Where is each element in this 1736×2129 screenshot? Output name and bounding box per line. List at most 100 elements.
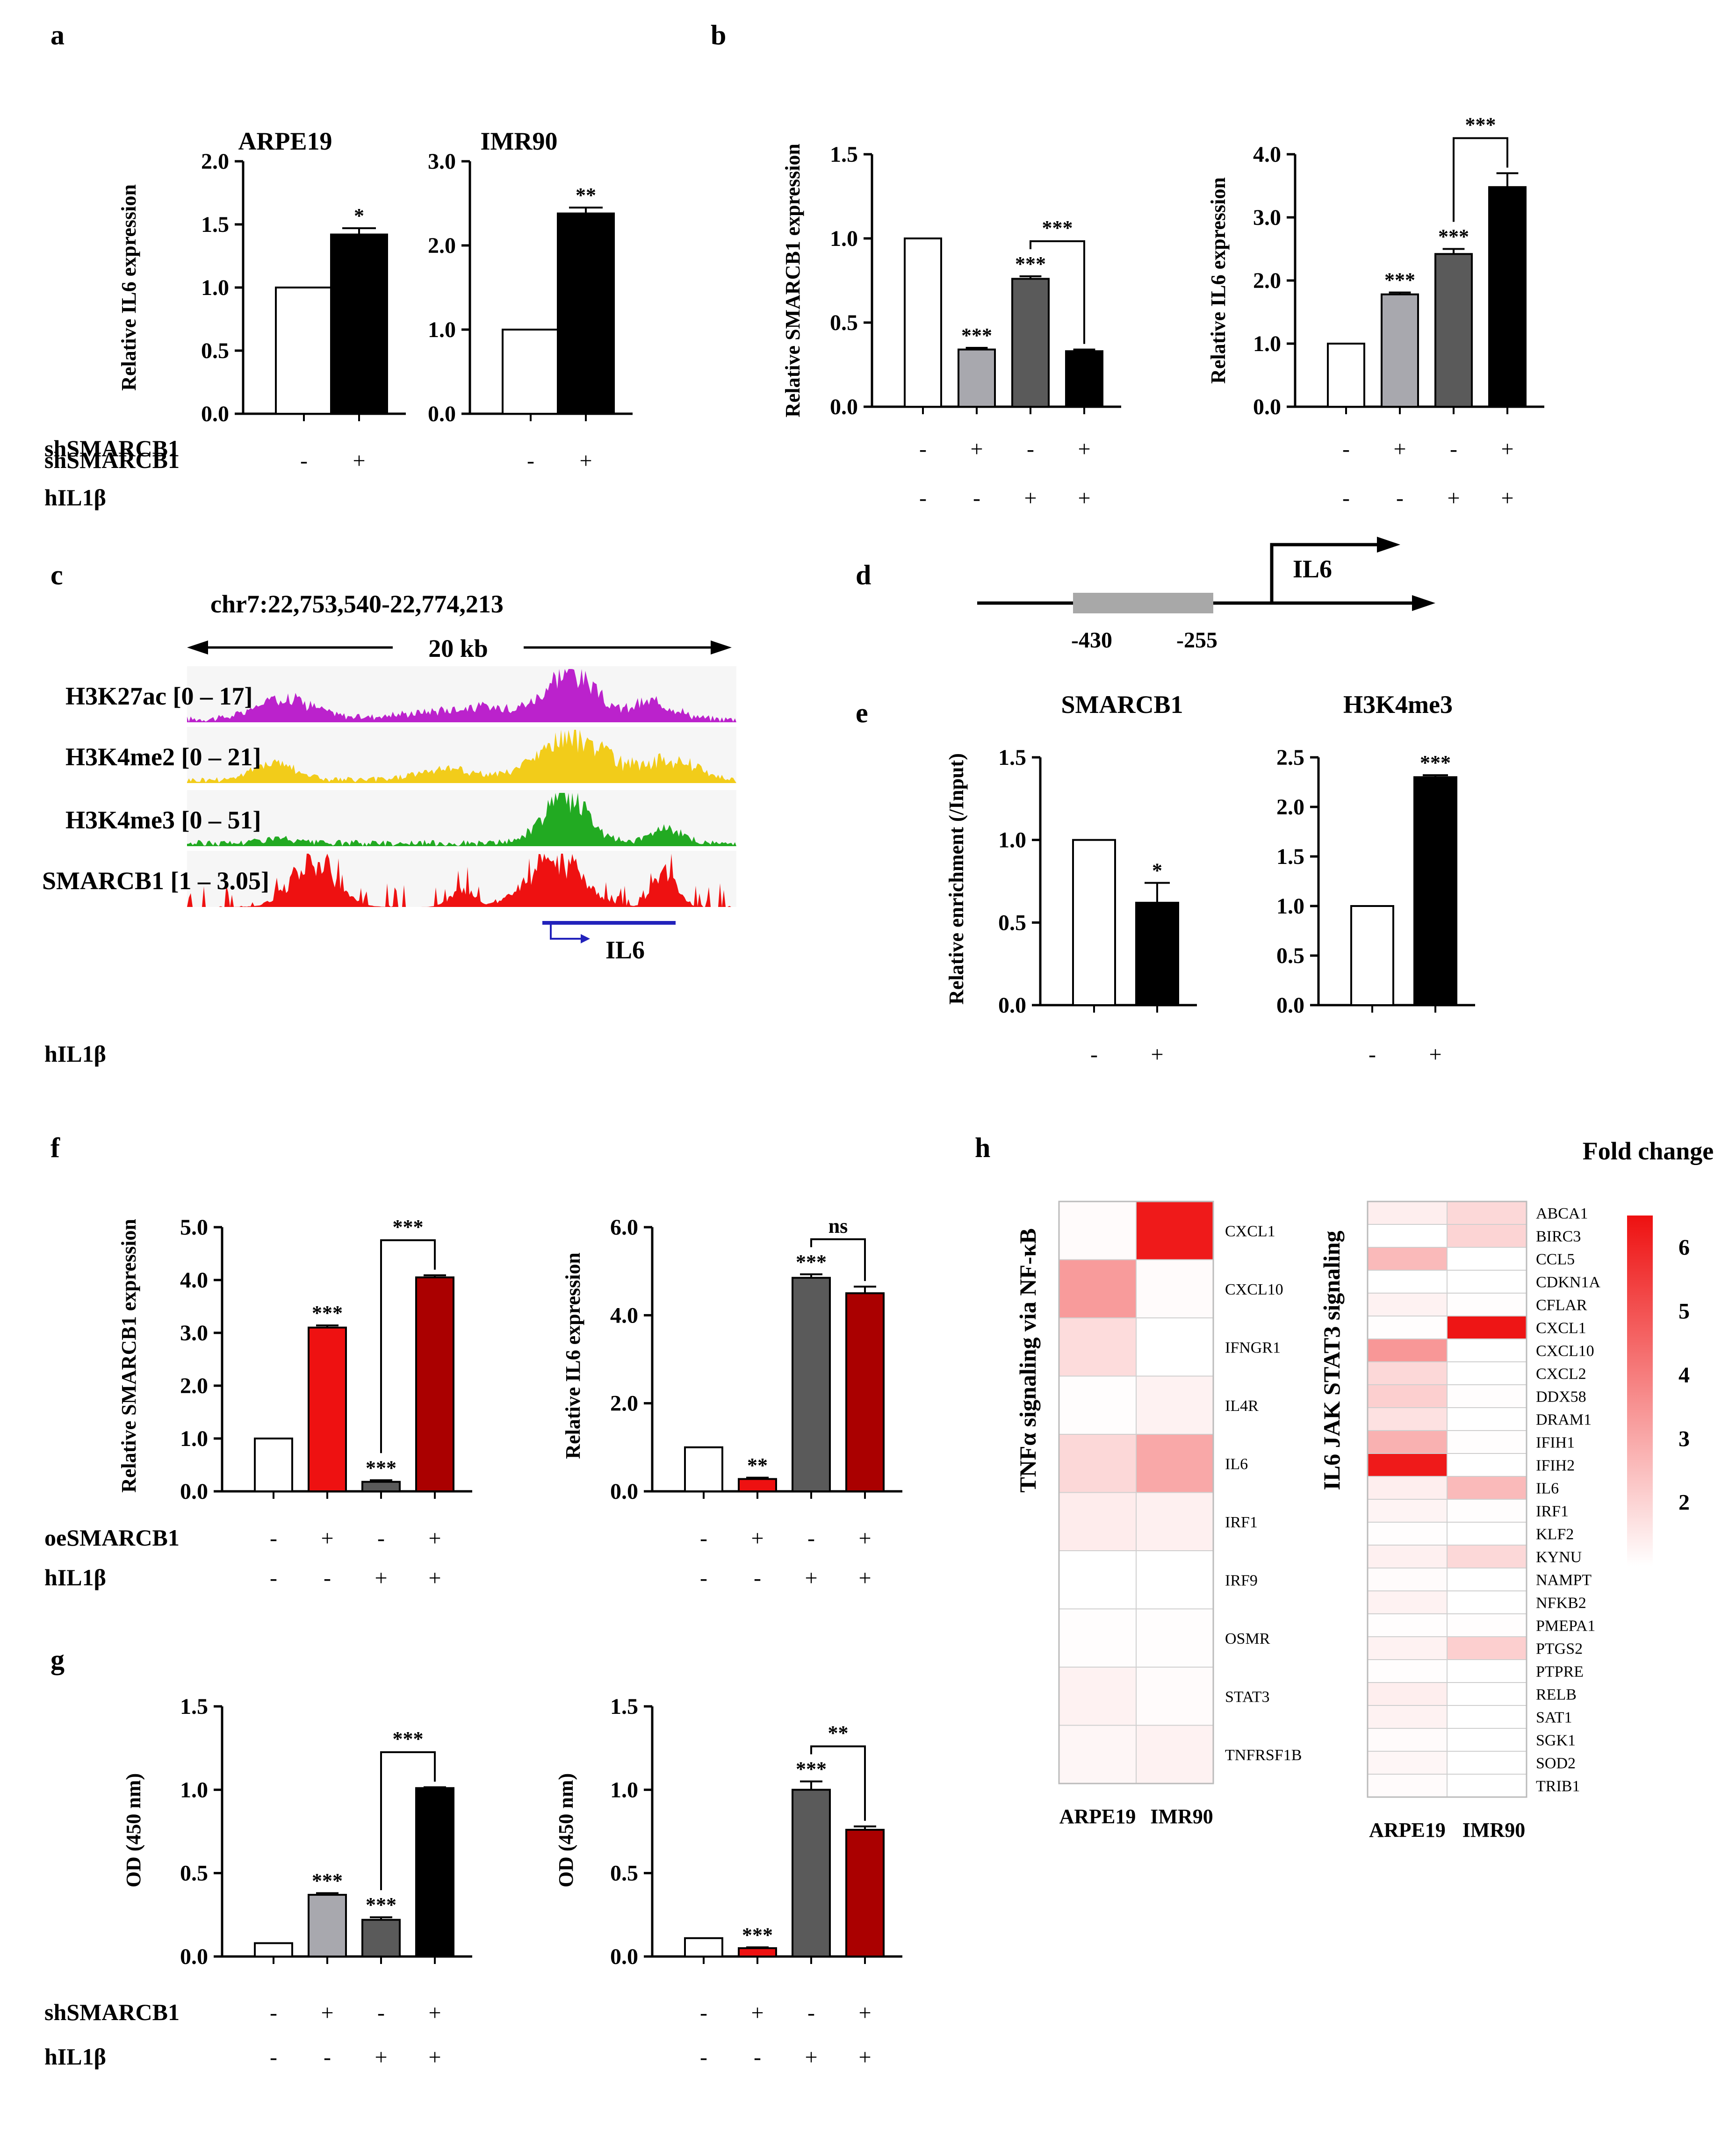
signal-profile [187, 669, 736, 722]
panel-letter-c: c [50, 560, 63, 590]
heatmap-cell [1136, 1667, 1214, 1726]
heatmap-cell [1136, 1259, 1214, 1318]
heatmap-cell [1367, 1338, 1448, 1362]
condition-mark: - [700, 1526, 707, 1551]
bar [684, 1937, 723, 1957]
bar [361, 1919, 401, 1957]
y-tick-label: 2.0 [1253, 268, 1281, 293]
bar [904, 237, 942, 408]
y-tick-label: 0.0 [610, 1479, 638, 1504]
comparison-bracket [810, 1745, 866, 1821]
heatmap-cell [1367, 1751, 1448, 1775]
y-tick-label: 2.0 [201, 149, 229, 174]
condition-mark: - [700, 2000, 707, 2025]
bar [1350, 905, 1394, 1006]
significance-label: * [1152, 859, 1162, 882]
column-label: IMR90 [1462, 1819, 1525, 1841]
condition-mark: - [270, 1526, 277, 1551]
row-label: CCL5 [1536, 1251, 1575, 1268]
y-tick-label: 4.0 [180, 1268, 208, 1293]
bar [254, 1942, 293, 1958]
heatmap-border [1367, 1201, 1527, 1798]
condition-mark: + [375, 1566, 387, 1590]
y-tick-label: 2.0 [428, 233, 456, 258]
heatmap-cell [1367, 1568, 1448, 1591]
bracket-label: *** [1465, 114, 1496, 137]
bracket-label: *** [393, 1216, 424, 1238]
heatmap-h1: CXCL1 CXCL10 IFNGR1 IL4R IL6 IRF1 IRF9 OSMR STAT… [1015, 1201, 1302, 1828]
heatmap-cell [1447, 1751, 1527, 1775]
bracket-label: ** [828, 1722, 849, 1745]
heatmap-cell [1059, 1492, 1137, 1551]
genome-browser-panel: chr7:22,753,540-22,774,213 20 kb H3K27ac… [42, 590, 736, 964]
condition-mark: + [858, 2000, 871, 2025]
bar [415, 1276, 454, 1493]
condition-mark: - [270, 2045, 277, 2070]
row-label: IFIH2 [1536, 1457, 1575, 1474]
chart-e2: 0.0 0.5 1.0 1.5 2.0 2.5 H3K4me3 *** - + [1276, 690, 1475, 1067]
significance-label: ** [747, 1454, 768, 1477]
bar [502, 329, 560, 415]
row-label: SOD2 [1536, 1755, 1576, 1772]
heatmap-cell [1367, 1361, 1448, 1385]
heatmap-cell [1447, 1293, 1527, 1316]
comparison-bracket [1030, 240, 1085, 344]
chart-g1: 0.0 0.5 1.0 1.5 OD (450 nm) *** *** *** shSMARCB… [44, 1694, 472, 2070]
y-tick-label: 1.0 [610, 1777, 638, 1802]
condition-mark: - [270, 1566, 277, 1590]
condition-mark: + [805, 2045, 817, 2070]
row-label: ABCA1 [1536, 1205, 1588, 1223]
transcription-arrow-icon [1377, 537, 1400, 553]
y-tick-label: 1.5 [1276, 844, 1304, 869]
comparison-bracket [380, 1751, 436, 1891]
condition-mark: + [1078, 437, 1090, 461]
heatmap-title: IL6 JAK STAT3 signaling [1318, 1230, 1345, 1490]
bar [361, 1481, 401, 1492]
condition-mark: + [428, 1526, 441, 1551]
bar [330, 233, 388, 415]
heatmap-cell [1447, 1636, 1527, 1660]
y-tick-label: 2.5 [1276, 745, 1304, 770]
y-tick-label: 1.0 [830, 226, 858, 251]
panel-letter-e: e [856, 698, 868, 728]
y-tick-label: 1.5 [201, 212, 229, 237]
significance-label: *** [1438, 225, 1469, 248]
bar [738, 1478, 777, 1492]
heatmap-cell [1136, 1375, 1214, 1435]
heatmap-cell [1447, 1361, 1527, 1385]
heatmap-cell [1367, 1774, 1448, 1798]
condition-label: hIL1β [44, 1041, 106, 1067]
heatmap-cell [1367, 1682, 1448, 1706]
heatmap-cell [1136, 1608, 1214, 1668]
heatmap-cell [1136, 1317, 1214, 1377]
legend-title: Fold change [1583, 1137, 1714, 1165]
heatmap-cell [1367, 1522, 1448, 1546]
condition-mark: - [1369, 1042, 1376, 1067]
y-axis-label: OD (450 nm) [122, 1773, 145, 1887]
chart-title: ARPE19 [238, 127, 332, 155]
bar [684, 1446, 723, 1492]
panel-letter-a: a [50, 20, 65, 50]
y-tick-label: 0.0 [998, 993, 1026, 1018]
panel-letter-b: b [711, 20, 726, 50]
heatmap-cell [1447, 1453, 1527, 1477]
heatmap-cell [1367, 1545, 1448, 1568]
heatmap-cell [1059, 1259, 1137, 1318]
row-label: PTPRE [1536, 1663, 1584, 1681]
bar [1381, 293, 1419, 408]
row-label: SGK1 [1536, 1732, 1576, 1749]
promoter-region [1073, 593, 1213, 613]
row-label: IFNGR1 [1225, 1339, 1281, 1356]
row-label: NAMPT [1536, 1572, 1592, 1589]
promoter-gene-label: IL6 [1293, 555, 1332, 583]
heatmap-cell [1447, 1590, 1527, 1614]
panel-letter-f: f [50, 1132, 60, 1163]
condition-mark: + [751, 1526, 764, 1551]
condition-mark: + [579, 448, 592, 473]
track-label: H3K4me2 [0 – 21] [65, 743, 261, 771]
y-axis-label: Relative SMARCB1 expression [781, 144, 804, 417]
row-label: IRF1 [1536, 1503, 1569, 1520]
row-label: PMEPA1 [1536, 1618, 1595, 1635]
